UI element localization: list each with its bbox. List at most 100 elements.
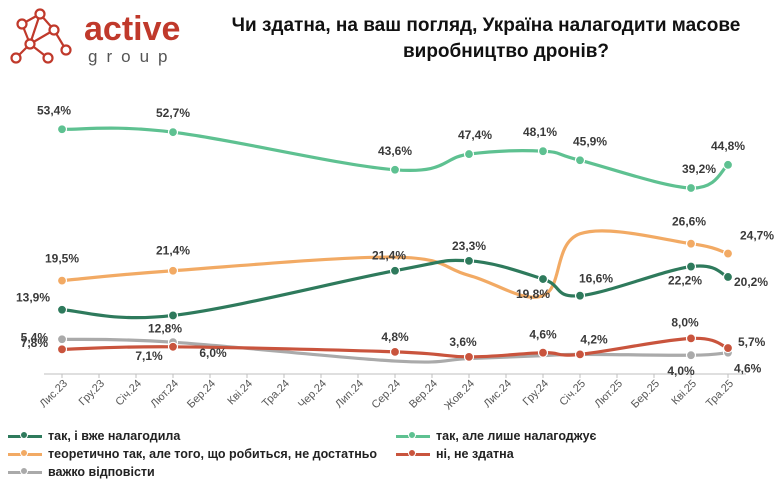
data-point bbox=[722, 271, 734, 283]
x-tick-label: Кві.24 bbox=[225, 378, 255, 408]
data-point bbox=[685, 238, 697, 249]
data-point bbox=[537, 146, 549, 157]
data-label: 20,2% bbox=[734, 275, 768, 289]
data-label: 24,7% bbox=[740, 229, 774, 243]
legend-swatch bbox=[396, 448, 430, 460]
x-tick-label: Жов.24 bbox=[442, 378, 477, 413]
data-label: 6,0% bbox=[199, 346, 227, 360]
x-tick-label: Січ.24 bbox=[113, 378, 144, 409]
data-point bbox=[167, 341, 179, 352]
data-point bbox=[463, 351, 475, 362]
data-label: 7,8% bbox=[21, 336, 49, 350]
legend-label: так, але лише налагоджує bbox=[436, 429, 597, 443]
data-point bbox=[56, 334, 68, 345]
data-point bbox=[722, 159, 734, 170]
data-point bbox=[685, 182, 697, 194]
x-tick-label: Бер.25 bbox=[629, 378, 662, 411]
x-tick-label: Вер.24 bbox=[407, 378, 440, 411]
data-label: 19,5% bbox=[45, 252, 79, 266]
legend: так, і вже налагодила так, але лише налаг… bbox=[0, 425, 780, 481]
data-point bbox=[463, 148, 475, 160]
x-tick-label: Лис.24 bbox=[481, 378, 514, 411]
data-point bbox=[685, 261, 697, 272]
data-label: 16,6% bbox=[579, 272, 613, 286]
series-line bbox=[60, 126, 730, 190]
data-point bbox=[537, 347, 549, 358]
x-tick-label: Сер.24 bbox=[370, 378, 404, 412]
data-label: 23,3% bbox=[452, 239, 486, 253]
data-label: 47,4% bbox=[458, 128, 492, 142]
data-label: 19,8% bbox=[516, 287, 550, 301]
data-label: 5,4% bbox=[21, 330, 49, 344]
data-label: 7,1% bbox=[135, 349, 163, 363]
data-label: 12,8% bbox=[148, 321, 182, 335]
data-label: 5,7% bbox=[738, 335, 766, 349]
data-label: 44,8% bbox=[711, 139, 745, 153]
data-label: 43,6% bbox=[378, 144, 412, 158]
data-point bbox=[574, 349, 586, 360]
x-tick-label: Гру.23 bbox=[77, 378, 107, 408]
data-label: 8,0% bbox=[671, 315, 699, 329]
data-label: 4,8% bbox=[381, 330, 409, 344]
x-tick-label: Січ.25 bbox=[557, 378, 588, 409]
data-point bbox=[167, 310, 179, 321]
data-label: 4,6% bbox=[529, 328, 557, 342]
x-tick-label: Лис.23 bbox=[37, 378, 70, 411]
data-label: 4,2% bbox=[580, 332, 608, 346]
data-label: 21,4% bbox=[372, 249, 406, 263]
legend-item: так, і вже налагодила bbox=[8, 429, 180, 443]
data-label: 26,6% bbox=[672, 215, 706, 229]
data-point bbox=[56, 344, 68, 355]
data-label: 13,9% bbox=[16, 291, 50, 305]
data-point bbox=[685, 350, 697, 361]
x-tick-label: Тра.24 bbox=[260, 378, 292, 410]
series-line bbox=[60, 229, 730, 299]
legend-label: важко відповісти bbox=[48, 465, 155, 479]
legend-swatch bbox=[8, 430, 42, 442]
data-point bbox=[389, 265, 401, 276]
data-label: 3,6% bbox=[449, 335, 477, 349]
legend-swatch bbox=[8, 448, 42, 460]
data-point bbox=[167, 127, 179, 138]
x-tick-label: Гру.24 bbox=[521, 378, 551, 408]
logo: active group bbox=[10, 8, 180, 66]
legend-item: так, але лише налагоджує bbox=[396, 429, 596, 443]
x-tick-label: Чер.24 bbox=[296, 378, 329, 411]
network-molecule-icon bbox=[10, 8, 72, 64]
legend-item: важко відповісти bbox=[8, 465, 155, 479]
legend-label: теоретично так, але того, що робиться, н… bbox=[48, 447, 378, 461]
legend-item: теоретично так, але того, що робиться, н… bbox=[8, 447, 377, 461]
data-label: 52,7% bbox=[156, 106, 190, 120]
logo-sub: group bbox=[88, 47, 176, 66]
x-tick-label: Лют.25 bbox=[592, 378, 625, 411]
data-label: 39,2% bbox=[682, 162, 716, 176]
data-label: 48,1% bbox=[523, 125, 557, 139]
data-point bbox=[56, 275, 68, 286]
x-tick-label: Кві.25 bbox=[669, 378, 699, 408]
x-tick-label: Тра.25 bbox=[704, 378, 736, 410]
data-label: 53,4% bbox=[37, 103, 71, 117]
data-point bbox=[574, 155, 586, 166]
data-point bbox=[389, 164, 401, 175]
data-label: 4,0% bbox=[667, 364, 695, 378]
legend-swatch bbox=[396, 430, 430, 442]
data-label: 22,2% bbox=[668, 274, 702, 288]
legend-label: так, і вже налагодила bbox=[48, 429, 181, 443]
data-point bbox=[685, 333, 697, 344]
x-tick-label: Бер.24 bbox=[185, 378, 218, 411]
data-point bbox=[537, 273, 549, 285]
data-label: 45,9% bbox=[573, 134, 607, 148]
data-point bbox=[56, 304, 68, 315]
data-point bbox=[167, 265, 179, 276]
legend-label: ні, не здатна bbox=[436, 447, 514, 461]
logo-brand: active bbox=[84, 10, 180, 48]
line-chart: Лис.23 Гру.23 Січ.24 Лют.24 Бер.24 Кві.24 Тра.… bbox=[16, 103, 774, 413]
data-point bbox=[463, 255, 475, 266]
x-tick-label: Лип.24 bbox=[333, 378, 366, 411]
x-tick-label: Лют.24 bbox=[148, 378, 181, 411]
data-label: 4,6% bbox=[734, 362, 762, 376]
data-point bbox=[389, 346, 401, 357]
data-point bbox=[722, 342, 734, 354]
title-line-1: Чи здатна, на ваш погляд, Україна налаго… bbox=[231, 15, 741, 36]
data-point bbox=[574, 290, 586, 301]
